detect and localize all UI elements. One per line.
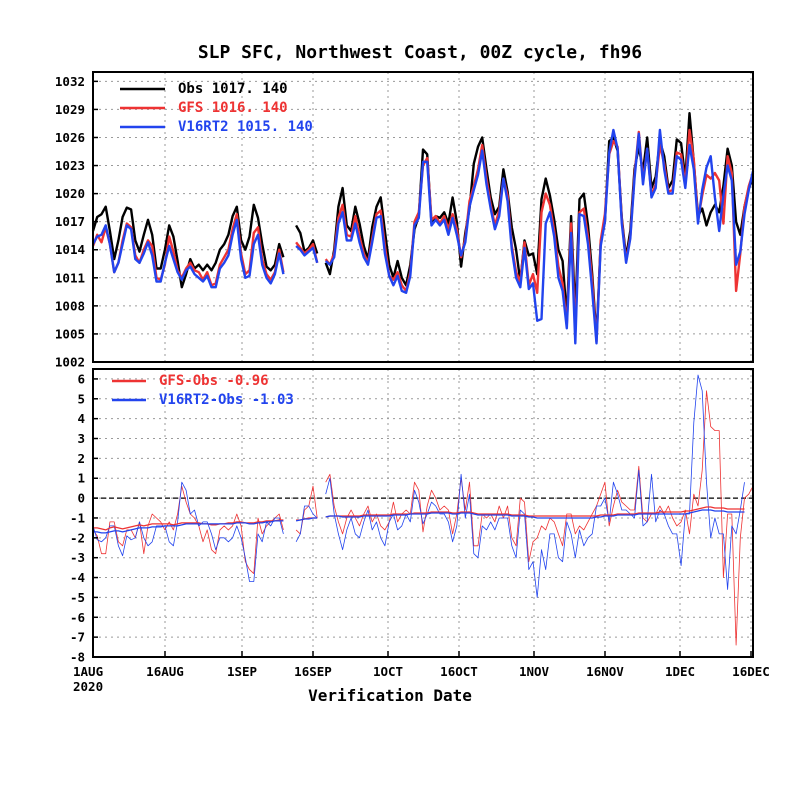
y-tick-label: -1 [70, 510, 85, 525]
series-line-obs [91, 112, 755, 339]
y-tick-label: -5 [70, 590, 85, 605]
x-tick-label: 16AUG [146, 664, 184, 679]
y-tick-label: 1026 [55, 130, 85, 145]
x-tick-label: 16DEC [732, 664, 770, 679]
x-tick-label: 16OCT [440, 664, 478, 679]
x-tick-label: 16NOV [586, 664, 624, 679]
y-tick-label: -7 [70, 630, 85, 645]
y-tick-label: -8 [70, 650, 85, 665]
x-tick-label: 1SEP [227, 664, 257, 679]
x-tick-label: 16SEP [294, 664, 332, 679]
y-tick-label: 1011 [55, 270, 85, 285]
y-tick-label: 1017 [55, 214, 85, 229]
slp-panel-frame [92, 71, 754, 363]
y-tick-label: -6 [70, 610, 85, 625]
y-tick-label: 1008 [55, 298, 85, 313]
series-line-gfs-obs [92, 390, 754, 646]
legend-entry-v16: V16RT2 1015. 140 [178, 119, 313, 135]
y-tick-label: 5 [77, 391, 85, 406]
y-tick-label: 2 [77, 451, 85, 466]
y-tick-label: 4 [77, 411, 85, 426]
year-label: 2020 [73, 679, 103, 694]
y-tick-label: 1002 [55, 355, 85, 370]
bias-panel-frame [92, 368, 754, 658]
y-tick-label: 6 [77, 371, 85, 386]
x-axis-label: Verification Date [308, 686, 472, 705]
legend-entry-v16: V16RT2-Obs -1.03 [159, 392, 294, 408]
series-line-v16rt2-obs [92, 374, 745, 598]
x-tick-label: 1NOV [519, 664, 550, 679]
slp-panel: 1002 1005 1008 1011 1014 1017 1020 1023 1026 1029… [55, 71, 755, 370]
y-tick-label: 1 [77, 471, 85, 486]
y-tick-label: 1005 [55, 326, 85, 341]
y-tick-label: 3 [77, 431, 85, 446]
x-tick-label: 1AUG [73, 664, 103, 679]
series-line-v16rt2 [91, 128, 755, 345]
legend-entry-gfs: GFS-Obs -0.96 [159, 373, 269, 389]
y-tick-label: -2 [70, 530, 85, 545]
chart-title: SLP SFC, Northwest Coast, 00Z cycle, fh9… [198, 42, 642, 63]
x-tick-label: 1DEC [665, 664, 695, 679]
y-tick-label: 1029 [55, 102, 85, 117]
y-tick-label: 1023 [55, 158, 85, 173]
y-tick-label: 1032 [55, 74, 85, 89]
y-tick-label: 1014 [55, 242, 85, 257]
y-tick-label: -3 [70, 550, 85, 565]
y-tick-label: -4 [70, 570, 85, 585]
legend-entry-obs: Obs 1017. 140 [178, 81, 288, 97]
bias-panel: -8 -7 -6 -5 -4 -3 -2 -1 0 1 2 3 4 5 6 GFS-Obs -0.96 V16… [70, 368, 754, 665]
series-line-v16rt2-obs-running-mean [93, 509, 745, 534]
legend-entry-gfs: GFS 1016. 140 [178, 100, 288, 116]
y-tick-label: 1020 [55, 186, 85, 201]
y-tick-label: 0 [77, 491, 85, 506]
x-tick-label: 1OCT [373, 664, 403, 679]
